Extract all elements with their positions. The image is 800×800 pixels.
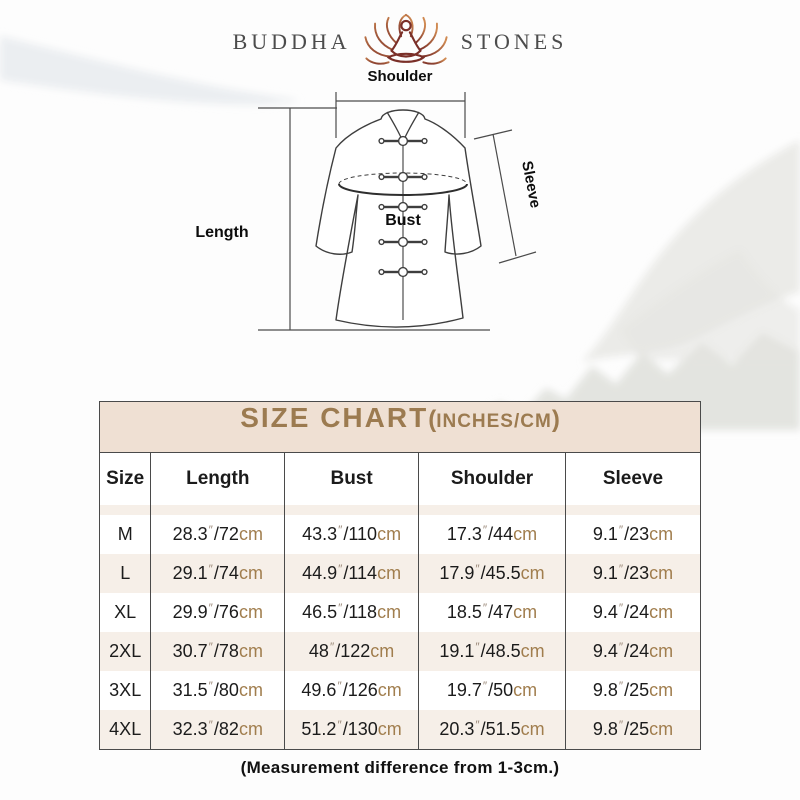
table-row: 4XL 32.3 ″/82 cm 51.2 ″/130 cm 20.3 ″/51.5 cm 9.8 ″…	[100, 710, 700, 749]
measurement-cell: 44.9 ″/114 cm	[284, 554, 418, 593]
col-header-size: Size	[106, 468, 145, 489]
size-rows: M 28.3 ″/72 cm 43.3 ″/110 cm 17.3 ″/44 cm 9.1 ″/23 c…	[100, 515, 700, 749]
frog-button	[378, 171, 428, 183]
measurement-lines	[258, 92, 537, 331]
shoulder-label: Shoulder	[367, 68, 433, 85]
col-header-shoulder: Shoulder	[417, 453, 565, 505]
size-chart-table: SIZE CHART(INCHES/CM) Size Length Bust S…	[99, 401, 701, 750]
measurement-cell: 9.1 ″/23 cm	[564, 515, 700, 554]
size-cell: XL	[114, 602, 137, 622]
title-main: SIZE CHART	[240, 402, 429, 433]
measurement-cell: 43.3 ″/110 cm	[284, 515, 418, 554]
size-cell: 2XL	[109, 641, 142, 661]
measurement-cell: 9.8 ″/25 cm	[564, 671, 700, 710]
lotus-meditation-icon	[364, 13, 448, 65]
frog-button	[378, 236, 428, 248]
table-row: 2XL 30.7 ″/78 cm 48 ″/122 cm 19.1 ″/48.5 cm 9.4 ″/2…	[100, 632, 700, 671]
title-paren-close: )	[551, 406, 560, 433]
measurement-cell: 48 ″/122 cm	[284, 632, 418, 671]
brand-logo: BUDDHA STONES	[0, 12, 800, 72]
measurement-cell: 51.2 ″/130 cm	[284, 710, 418, 749]
measurement-cell: 17.3 ″/44 cm	[417, 515, 565, 554]
measurement-cell: 30.7 ″/78 cm	[150, 632, 284, 671]
measurement-cell: 9.4 ″/24 cm	[564, 593, 700, 632]
col-header-bust: Bust	[284, 453, 418, 505]
measurement-cell: 31.5 ″/80 cm	[150, 671, 284, 710]
table-row: M 28.3 ″/72 cm 43.3 ″/110 cm 17.3 ″/44 cm 9.1 ″/23 c…	[100, 515, 700, 554]
garment-measurement-diagram: Shoulder Length Bust Sleeve	[195, 68, 544, 331]
measurement-cell: 9.4 ″/24 cm	[564, 632, 700, 671]
size-cell: M	[117, 524, 133, 544]
measurement-cell: 17.9 ″/45.5 cm	[417, 554, 565, 593]
title-paren-open: (	[428, 406, 437, 433]
measurement-cell: 9.1 ″/23 cm	[564, 554, 700, 593]
length-label: Length	[195, 224, 249, 241]
table-row: L 29.1 ″/74 cm 44.9 ″/114 cm 17.9 ″/45.5 cm 9.1 ″/2…	[100, 554, 700, 593]
measurement-cell: 29.1 ″/74 cm	[150, 554, 284, 593]
frog-button	[378, 135, 428, 147]
measurement-cell: 46.5 ″/118 cm	[284, 593, 418, 632]
measurement-cell: 19.7 ″/50 cm	[417, 671, 565, 710]
measurement-cell: 49.6 ″/126 cm	[284, 671, 418, 710]
frog-button	[378, 266, 428, 278]
col-header-sleeve: Sleeve	[564, 453, 700, 505]
bust-label: Bust	[385, 212, 421, 229]
measurement-cell: 20.3 ″/51.5 cm	[417, 710, 565, 749]
measurement-cell: 28.3 ″/72 cm	[150, 515, 284, 554]
bust-ellipse-solid	[338, 183, 468, 196]
measurement-cell: 29.9 ″/76 cm	[150, 593, 284, 632]
measurement-cell: 9.8 ″/25 cm	[564, 710, 700, 749]
title-sub: INCHES/CM	[436, 411, 552, 432]
size-cell: 4XL	[109, 719, 142, 739]
tang-shirt-drawing	[258, 92, 537, 331]
table-header-row: Size Length Bust Shoulder Sleeve	[100, 453, 700, 505]
table-row: 3XL 31.5 ″/80 cm 49.6 ″/126 cm 19.7 ″/50 cm 9.8 ″/2…	[100, 671, 700, 710]
col-header-length: Length	[150, 453, 284, 505]
table-row: XL 29.9 ″/76 cm 46.5 ″/118 cm 18.5 ″/47 cm 9.4 ″/24…	[100, 593, 700, 632]
frog-buttons	[378, 135, 428, 278]
measurement-note: (Measurement difference from 1-3cm.)	[240, 758, 560, 777]
measurement-cell: 19.1 ″/48.5 cm	[417, 632, 565, 671]
measurement-cell: 32.3 ″/82 cm	[150, 710, 284, 749]
frog-button	[378, 201, 428, 213]
brand-name-right: STONES	[460, 29, 568, 54]
measurement-cell: 18.5 ″/47 cm	[417, 593, 565, 632]
size-cell: L	[120, 563, 131, 583]
shirt-outline	[315, 109, 482, 328]
size-cell: 3XL	[109, 680, 142, 700]
size-chart-title: SIZE CHART(INCHES/CM)	[100, 402, 700, 453]
brand-name-left: BUDDHA	[232, 29, 351, 54]
header-separator-band	[100, 505, 700, 515]
